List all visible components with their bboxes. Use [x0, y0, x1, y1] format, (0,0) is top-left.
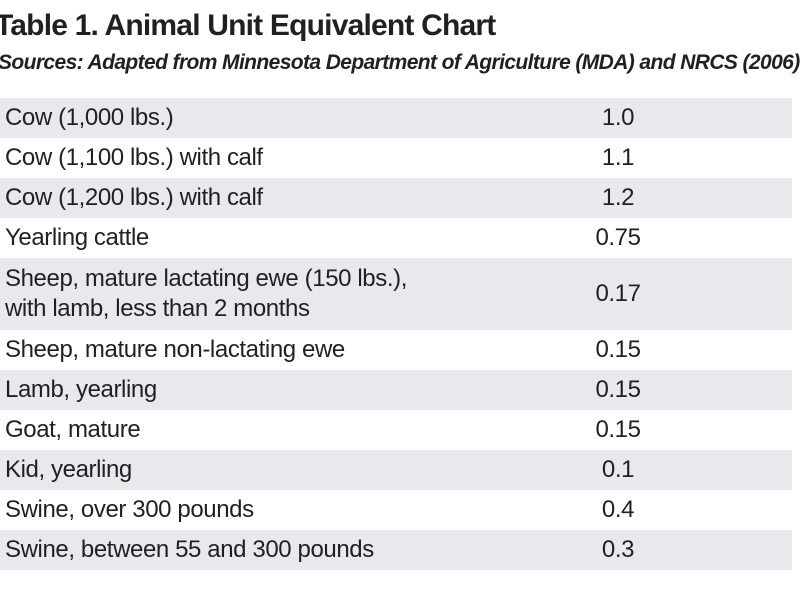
animal-unit-value: 1.0 [601, 104, 635, 131]
animal-label: Sheep, mature lactating ewe (150 lbs.), … [5, 265, 407, 322]
table-row: Cow (1,200 lbs.) with calf 1.2 [0, 178, 792, 218]
table-source-note: Sources: Adapted from Minnesota Departme… [0, 51, 800, 74]
table-row: Cow (1,000 lbs.) 1.0 [0, 98, 792, 138]
animal-unit-value: 0.17 [595, 280, 641, 307]
animal-unit-value: 0.15 [595, 376, 641, 403]
animal-unit-value: 0.15 [595, 336, 641, 363]
animal-unit-value: 0.4 [601, 496, 635, 523]
animal-unit-value: 0.1 [601, 456, 635, 483]
table-row: Sheep, mature non-lactating ewe 0.15 [0, 330, 792, 370]
table-row: Swine, over 300 pounds 0.4 [0, 490, 792, 530]
animal-label: Lamb, yearling [5, 376, 157, 403]
table-row: Kid, yearling 0.1 [0, 450, 792, 490]
animal-label: Cow (1,200 lbs.) with calf [5, 184, 263, 211]
animal-label: Yearling cattle [5, 224, 149, 251]
animal-unit-value: 0.15 [595, 416, 641, 443]
animal-label: Kid, yearling [5, 456, 132, 483]
table-title: Table 1. Animal Unit Equivalent Chart [0, 9, 496, 42]
animal-unit-value: 0.75 [595, 224, 641, 251]
animal-label: Swine, between 55 and 300 pounds [5, 536, 374, 563]
animal-label: Sheep, mature non-lactating ewe [5, 336, 345, 363]
table-row: Swine, between 55 and 300 pounds 0.3 [0, 530, 792, 570]
table-row: Lamb, yearling 0.15 [0, 370, 792, 410]
animal-label: Cow (1,000 lbs.) [5, 104, 174, 131]
table-row: Goat, mature 0.15 [0, 410, 792, 450]
animal-label: Cow (1,100 lbs.) with calf [5, 144, 263, 171]
animal-label: Goat, mature [5, 416, 141, 443]
animal-unit-value: 1.2 [601, 184, 635, 211]
animal-unit-value: 1.1 [601, 144, 635, 171]
table-row: Cow (1,100 lbs.) with calf 1.1 [0, 138, 792, 178]
table-row: Sheep, mature lactating ewe (150 lbs.), … [0, 258, 792, 330]
animal-unit-table: Cow (1,000 lbs.) 1.0 Cow (1,100 lbs.) wi… [0, 98, 792, 570]
animal-unit-value: 0.3 [601, 536, 635, 563]
animal-label: Swine, over 300 pounds [5, 496, 254, 523]
table-row: Yearling cattle 0.75 [0, 218, 792, 258]
